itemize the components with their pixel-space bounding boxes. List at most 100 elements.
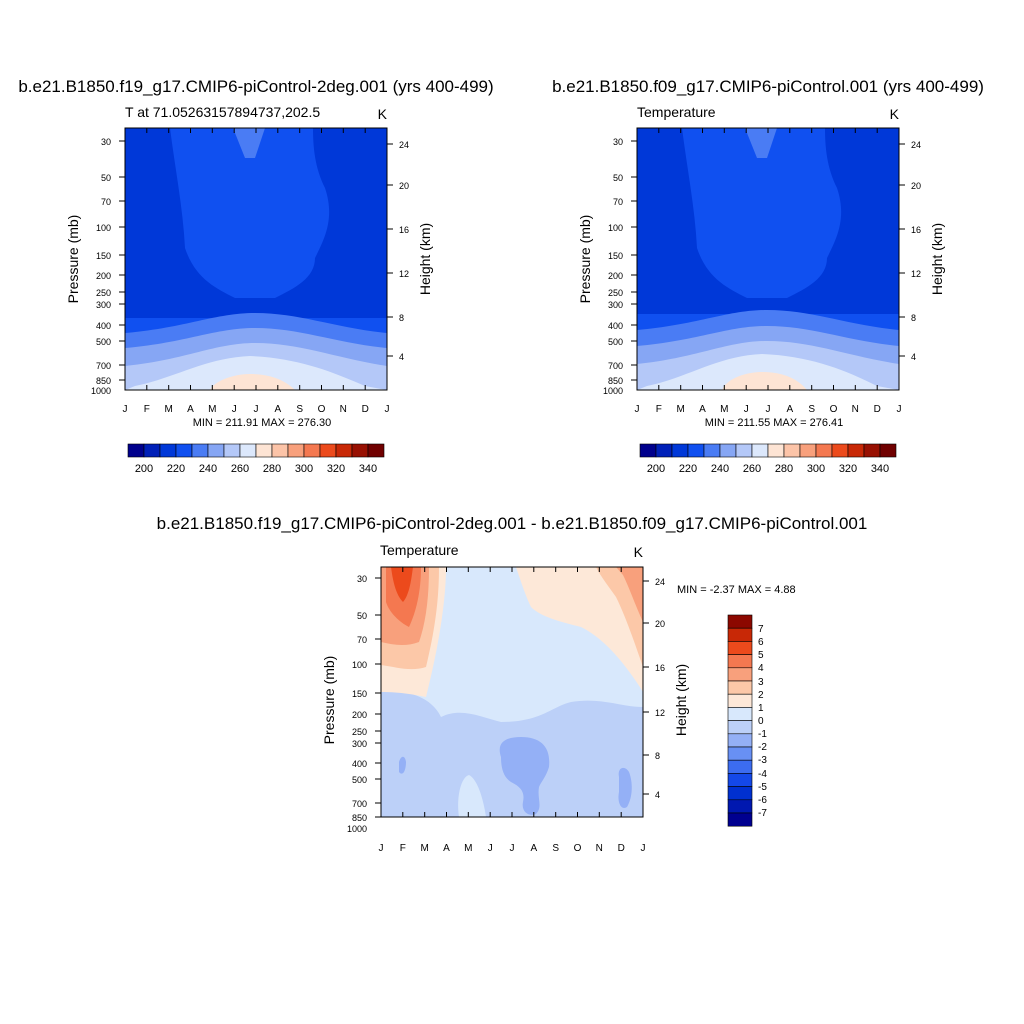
contour-band: [637, 354, 899, 390]
colorbar-label: -5: [758, 782, 767, 793]
colorbar-box: [351, 443, 369, 458]
y-tick-label: 150: [608, 251, 623, 261]
colorbar-box: [799, 443, 817, 458]
y-tick-label: 100: [352, 660, 367, 670]
x-tick-label: A: [699, 404, 706, 415]
colorbar-box: [191, 443, 209, 458]
panel-c-ylabel: Pressure (mb): [321, 656, 337, 745]
panel-a-stats: MIN = 211.91 MAX = 276.30: [193, 417, 332, 429]
colorbar-label: 340: [871, 463, 889, 475]
y-tick-label: 850: [352, 813, 367, 823]
x-tick-label: F: [656, 404, 662, 415]
colorbar-box: [783, 443, 801, 458]
colorbar-label: 2: [758, 690, 764, 701]
y2-tick-label: 12: [399, 269, 409, 279]
panel-b-yaxis: 30 50 70 100 150 200 250 300 400 500 700…: [577, 137, 637, 396]
colorbar-box: [847, 443, 865, 458]
y-ticks: [119, 140, 125, 381]
x-ticks: [146, 128, 366, 390]
colorbar-label: 5: [758, 650, 764, 661]
y2-tick-label: 16: [655, 663, 665, 673]
colorbar-label: -1: [758, 729, 767, 740]
colorbar-box: [639, 443, 657, 458]
y2-ticks: [387, 143, 393, 357]
x-tick-label: F: [400, 843, 406, 854]
y2-tick-label: 8: [655, 751, 660, 761]
colorbar-label: 240: [199, 463, 217, 475]
colorbar-boxes: [639, 443, 897, 458]
colorbar-label: 280: [775, 463, 793, 475]
panel-b-stats: MIN = 211.55 MAX = 276.41: [705, 417, 844, 429]
colorbar-box: [727, 746, 753, 761]
colorbar-label: -2: [758, 742, 767, 753]
y2-tick-label: 16: [399, 225, 409, 235]
y-tick-label: 30: [613, 137, 623, 147]
panel-a-title: b.e21.B1850.f19_g17.CMIP6-piControl-2deg…: [18, 77, 493, 96]
colorbar-label: 300: [807, 463, 825, 475]
x-tick-label: J: [254, 404, 259, 415]
colorbar-box: [367, 443, 385, 458]
y-tick-label: 400: [352, 759, 367, 769]
panel-c-yaxis: 30 50 70 100 150 200 250 300 400 500 700…: [321, 574, 381, 834]
panel-a-y2axis: 24 20 16 12 8 4 Height (km): [387, 140, 433, 362]
panel-c-y2axis: 24 20 16 12 8 4 Height (km): [643, 577, 689, 800]
x-tick-label: J: [897, 404, 902, 415]
x-ticks: [658, 128, 878, 390]
panel-a-units: K: [378, 106, 388, 122]
colorbar-box: [727, 680, 753, 695]
colorbar-box: [335, 443, 353, 458]
colorbar-box: [143, 443, 161, 458]
x-tick-label: O: [830, 404, 838, 415]
y-tick-label: 700: [96, 361, 111, 371]
x-tick-label: M: [720, 404, 728, 415]
y-tick-label: 50: [613, 173, 623, 183]
colorbar-label: 260: [231, 463, 249, 475]
colorbar-box: [127, 443, 145, 458]
y2-tick-label: 12: [655, 708, 665, 718]
colorbar-box: [727, 707, 753, 721]
panel-b-title: b.e21.B1850.f09_g17.CMIP6-piControl.001 …: [552, 77, 984, 96]
colorbar-box: [287, 443, 305, 458]
panel-b-y2axis: 24 20 16 12 8 4 Height (km): [899, 140, 945, 362]
x-tick-label: S: [808, 404, 815, 415]
colorbar-box: [863, 443, 881, 458]
x-tick-label: A: [530, 843, 537, 854]
y2-tick-label: 4: [911, 352, 916, 362]
x-tick-label: J: [510, 843, 515, 854]
x-tick-label: D: [618, 843, 625, 854]
panel-c-y2label: Height (km): [673, 664, 689, 736]
y-tick-label: 400: [608, 321, 623, 331]
x-tick-label: M: [464, 843, 472, 854]
panel-a: b.e21.B1850.f19_g17.CMIP6-piControl-2deg…: [18, 77, 493, 475]
x-tick-label: A: [187, 404, 194, 415]
colorbar-label: 4: [758, 663, 764, 674]
panel-a-y2label: Height (km): [417, 223, 433, 295]
colorbar-box: [727, 759, 753, 774]
contour-band: [682, 128, 842, 298]
x-tick-label: S: [296, 404, 303, 415]
y-tick-label: 70: [101, 197, 111, 207]
colorbar-box: [727, 720, 753, 735]
colorbar-label: 220: [167, 463, 185, 475]
colorbar-box: [175, 443, 193, 458]
y-tick-label: 1000: [603, 386, 623, 396]
x-ticks: [402, 567, 622, 817]
colorbar-label: 280: [263, 463, 281, 475]
colorbar-box: [655, 443, 673, 458]
contour-band: [516, 567, 643, 692]
panel-a-subtitle: T at 71.05263157894737,202.5: [125, 104, 320, 120]
y2-tick-label: 8: [911, 313, 916, 323]
colorbar-label: 0: [758, 716, 764, 727]
y-tick-label: 30: [357, 574, 367, 584]
x-tick-label: J: [641, 843, 646, 854]
x-tick-label: N: [596, 843, 603, 854]
colorbar-box: [767, 443, 785, 458]
y2-tick-label: 8: [399, 313, 404, 323]
y-tick-label: 500: [608, 337, 623, 347]
colorbar-box: [223, 443, 241, 458]
contour-band: [618, 767, 632, 808]
x-tick-label: J: [123, 404, 128, 415]
x-tick-label: A: [274, 404, 281, 415]
colorbar-label: 200: [135, 463, 153, 475]
